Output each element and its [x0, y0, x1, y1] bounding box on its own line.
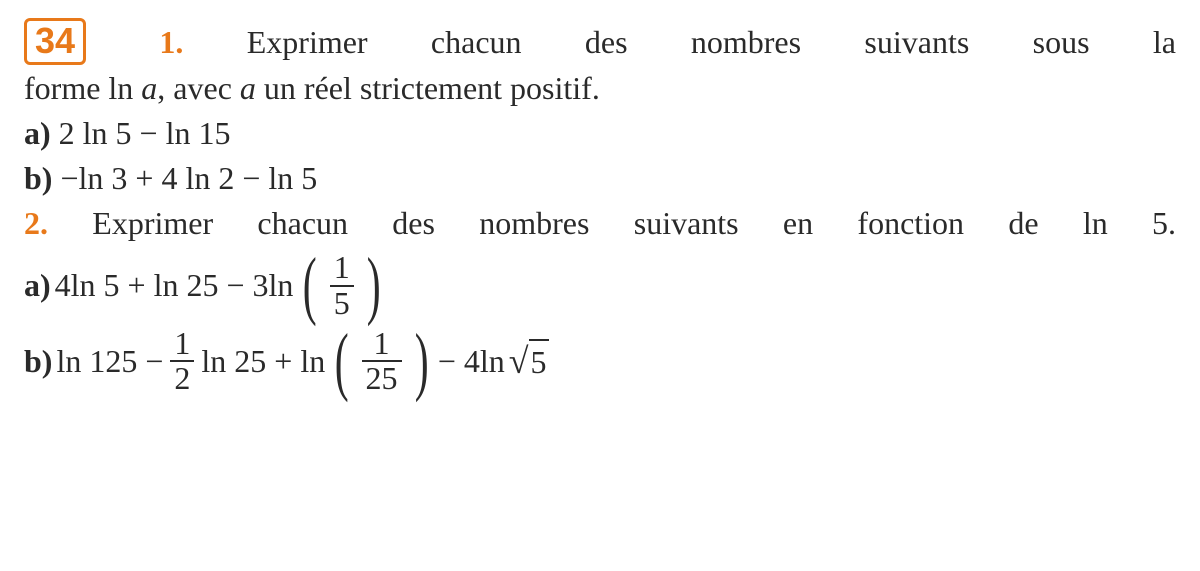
fraction-1-over-25: 1 25 [362, 327, 402, 396]
text-forme-ln: forme ln [24, 70, 141, 106]
variable-a-2: a [240, 70, 256, 106]
item-2b-label: b) [24, 340, 52, 383]
right-paren-icon: ) [366, 259, 380, 312]
square-root: √ 5 [509, 337, 549, 386]
right-paren-icon: ) [414, 335, 428, 388]
fraction-1-over-5: 1 5 [330, 251, 354, 320]
question-2-number: 2. [24, 205, 48, 241]
question-1-text-part-a: Exprimer chacun des nombres suivants sou… [247, 24, 1176, 60]
item-1b-expression: −ln 3 + 4 ln 2 − ln 5 [52, 160, 317, 196]
question-2b: b) ln 125 − 1 2 ln 25 + ln ( 1 25 ) − 4l… [24, 327, 1176, 396]
item-2b-seg2: ln 25 + ln [201, 340, 325, 383]
item-2a-prefix: 4ln 5 + ln 25 − 3ln [55, 264, 294, 307]
left-paren-icon: ( [303, 259, 317, 312]
question-2-intro: 2. Exprimer chacun des nombres suivants … [24, 202, 1176, 245]
question-1b: b) −ln 3 + 4 ln 2 − ln 5 [24, 157, 1176, 200]
fraction-numerator: 1 [370, 327, 394, 361]
question-1-number: 1. [159, 24, 183, 60]
item-1b-label: b) [24, 160, 52, 196]
fraction-1-over-2: 1 2 [170, 327, 194, 396]
item-2b-seg1: ln 125 − [56, 340, 163, 383]
fraction-denominator: 5 [330, 285, 354, 321]
question-1-intro-line1: 34 1. Exprimer chacun des nombres suivan… [24, 18, 1176, 65]
question-1a: a) 2 ln 5 − ln 15 [24, 112, 1176, 155]
question-2-text: Exprimer chacun des nombres suivants en … [48, 205, 1176, 241]
item-1a-label: a) [24, 115, 51, 151]
item-1a-expression: 2 ln 5 − ln 15 [51, 115, 231, 151]
fraction-denominator: 25 [362, 360, 402, 396]
fraction-numerator: 1 [330, 251, 354, 285]
item-2b-seg3: − 4ln [438, 340, 505, 383]
question-2a: a) 4ln 5 + ln 25 − 3ln ( 1 5 ) [24, 251, 1176, 320]
item-2a-label: a) [24, 264, 51, 307]
exercise-block: 34 1. Exprimer chacun des nombres suivan… [24, 18, 1176, 396]
fraction-numerator: 1 [170, 327, 194, 361]
fraction-denominator: 2 [170, 360, 194, 396]
exercise-number-box: 34 [24, 18, 86, 65]
question-1-intro-line2: forme ln a, avec a un réel strictement p… [24, 67, 1176, 110]
sqrt-argument: 5 [529, 339, 549, 384]
left-paren-icon: ( [335, 335, 349, 388]
text-avec: , avec [157, 70, 240, 106]
text-reel-positif: un réel strictement positif. [256, 70, 600, 106]
radical-icon: √ [509, 337, 529, 386]
variable-a-1: a [141, 70, 157, 106]
